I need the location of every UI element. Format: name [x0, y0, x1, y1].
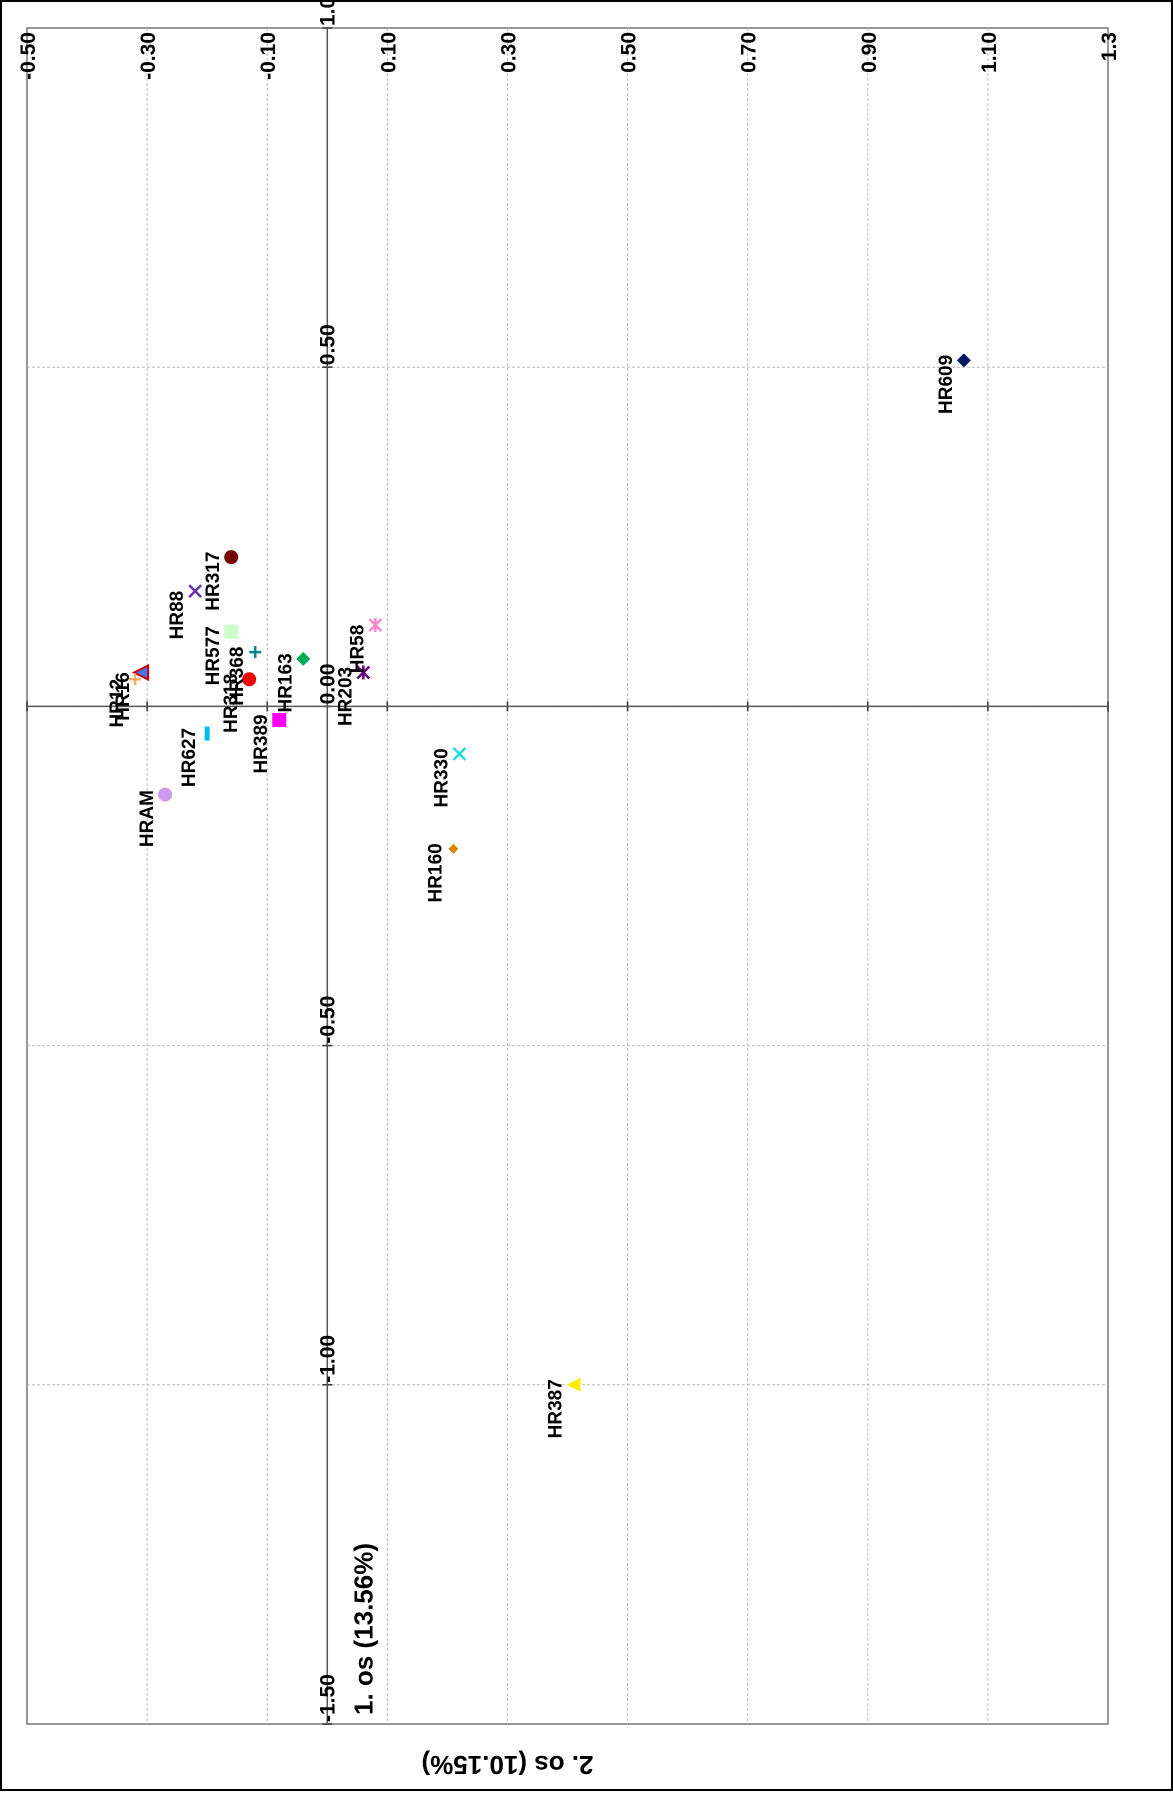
y-tick-label: 1.3	[1098, 32, 1121, 61]
data-point	[224, 624, 239, 639]
data-point	[188, 584, 203, 598]
point-label: HR203	[335, 667, 356, 726]
point-label: HR160	[425, 843, 446, 902]
y-tick-label: -0.50	[17, 32, 40, 80]
point-label: HR12	[107, 679, 128, 728]
x-tick-label: 0.00	[316, 664, 339, 705]
point-label: HR387	[546, 1379, 567, 1438]
x-tick-label: 0.50	[316, 324, 339, 365]
data-point	[158, 787, 173, 802]
data-point	[224, 550, 239, 565]
data-point	[296, 651, 311, 666]
data-point	[272, 712, 287, 727]
y-tick-label: 0.90	[858, 32, 881, 73]
point-label: HR609	[936, 355, 957, 414]
data-point	[242, 672, 257, 687]
point-label: HR389	[251, 714, 272, 773]
x-tick-label: -1.00	[316, 1335, 339, 1383]
data-point	[204, 726, 210, 741]
y-tick-label: 0.10	[377, 32, 400, 73]
point-label: HR318	[221, 674, 242, 733]
point-label: HR88	[167, 591, 188, 640]
data-point	[368, 617, 383, 632]
plot-area	[26, 27, 1109, 1725]
point-label: HR577	[203, 626, 224, 685]
point-label: HR330	[431, 748, 452, 807]
x-tick-label: -0.50	[316, 996, 339, 1044]
y-axis-title: 2. os (10.15%)	[422, 1750, 594, 1780]
data-point	[452, 747, 467, 761]
y-tick-label: -0.30	[137, 32, 160, 80]
data-point	[448, 843, 459, 854]
point-label: HR627	[179, 728, 200, 787]
data-point	[129, 673, 142, 686]
point-label: HRAM	[137, 790, 158, 847]
data-point	[131, 663, 150, 682]
data-point	[956, 353, 971, 368]
point-label: HR317	[203, 552, 224, 611]
x-axis-title: 1. os (13.56%)	[348, 1543, 378, 1715]
x-tick-label: -1.50	[316, 1674, 339, 1722]
point-label: HR16	[113, 672, 134, 721]
y-tick-label: 1.10	[978, 32, 1001, 73]
data-point	[356, 665, 371, 680]
x-tick-label: 1.00	[316, 0, 339, 26]
data-point	[566, 1377, 581, 1392]
data-point	[249, 646, 262, 659]
y-tick-label: 0.30	[497, 32, 520, 73]
point-label: HR58	[347, 625, 368, 674]
y-tick-label: 0.50	[618, 32, 641, 73]
y-tick-label: 0.70	[738, 32, 761, 73]
point-label: HR163	[275, 653, 296, 712]
point-label: HR368	[227, 647, 248, 706]
y-tick-label: -0.10	[257, 32, 280, 80]
